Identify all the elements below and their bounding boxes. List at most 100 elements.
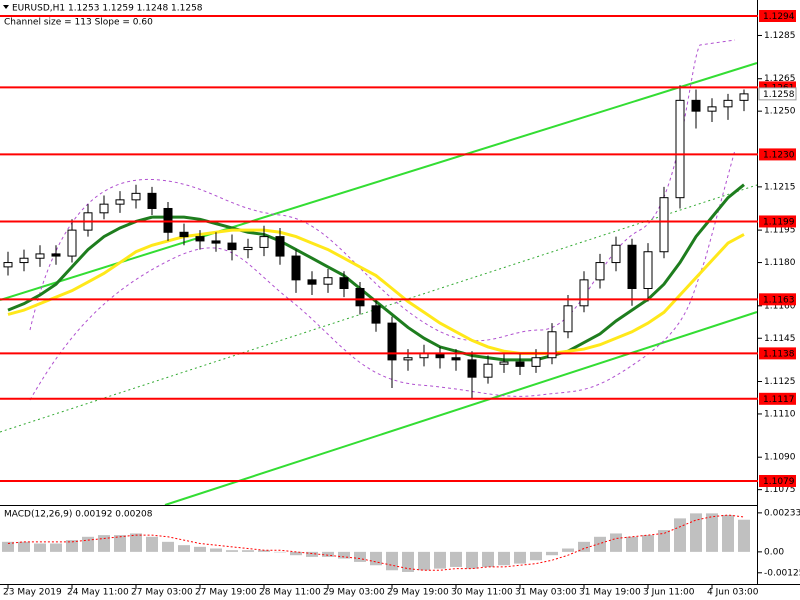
macd-bar — [658, 530, 670, 552]
plot: 1.1285 1.1265 1.1250 1.1215 1.1195 1.1180 1.11… — [0, 10, 800, 598]
candle-body — [19, 257, 29, 264]
macd-bar — [194, 546, 206, 552]
level-label: 1.1230 — [763, 150, 795, 160]
macd-bar — [466, 551, 478, 569]
candle-body — [339, 277, 349, 290]
candle-body — [499, 361, 509, 365]
candle-body — [211, 240, 221, 244]
chart-title: EURUSD,H1 1.1253 1.1259 1.1248 1.1258 — [12, 4, 203, 14]
candle-body — [579, 279, 589, 307]
x-tick-label: 27 May 19:00 — [195, 588, 257, 598]
menu-arrow — [3, 5, 9, 9]
macd-bar — [146, 536, 158, 552]
candle-body — [243, 246, 253, 251]
level-label-box — [759, 392, 796, 405]
macd-bar — [354, 551, 366, 562]
candle-body — [675, 99, 685, 199]
candle-body — [227, 242, 237, 251]
y-tick-label: 1.1090 — [764, 453, 796, 463]
x-tick-label: 31 May 03:00 — [515, 588, 577, 598]
candle-body — [627, 244, 637, 290]
candle-body — [259, 236, 269, 248]
candle-body — [291, 255, 301, 281]
channel-upper — [0, 62, 758, 301]
level-label: 1.1163 — [763, 295, 795, 305]
macd-bar — [290, 551, 302, 556]
macd-bar — [370, 551, 382, 566]
candle-body — [739, 93, 749, 101]
macd-bar — [546, 551, 558, 556]
macd-bar — [66, 540, 78, 552]
macd-bar — [578, 541, 590, 552]
candle-body — [515, 361, 525, 367]
macd-bar — [690, 513, 702, 552]
band-lower — [29, 149, 736, 401]
level-label: 1.1138 — [763, 349, 795, 359]
candle-body — [99, 203, 109, 214]
level-label-box — [759, 474, 796, 487]
macd-bar — [434, 551, 446, 569]
y-tick-label: 1.1125 — [764, 377, 796, 387]
candle-body — [323, 277, 333, 285]
level-label: 1.1199 — [763, 217, 795, 227]
y-tick-label: -0.00125 — [764, 568, 800, 578]
y-tick-label: 1.1075 — [764, 485, 796, 495]
level-label: 1.1294 — [763, 12, 795, 22]
macd-bar — [258, 550, 270, 552]
y-tick-label: 0.00 — [764, 547, 784, 557]
candle-body — [643, 251, 653, 290]
macd-bar — [674, 518, 686, 552]
channel-lower — [164, 311, 758, 506]
candle-body — [483, 363, 493, 378]
macd-bar — [242, 550, 254, 552]
level-label-box — [759, 215, 796, 228]
level-label: 1.1079 — [763, 477, 795, 487]
macd-bar — [322, 551, 334, 557]
candle-body — [131, 192, 141, 201]
candle-body — [451, 357, 461, 361]
macd-title: MACD(12,26,9) 0.00192 0.00208 — [4, 510, 153, 520]
macd-bar — [418, 551, 430, 571]
candle-body — [147, 192, 157, 209]
candle-body — [723, 99, 733, 108]
x-tick-label: 27 May 03:00 — [131, 588, 193, 598]
macd-bar — [178, 545, 190, 552]
macd-bar — [482, 551, 494, 567]
candle-body — [275, 236, 285, 257]
y-tick-label: 1.1145 — [764, 334, 796, 344]
x-tick-label: 30 May 11:00 — [451, 588, 513, 598]
candle-body — [355, 288, 365, 307]
candle-body — [707, 106, 717, 112]
x-tick-label: 31 May 19:00 — [579, 588, 641, 598]
macd-bar — [82, 536, 94, 552]
x-tick-label: 29 May 19:00 — [387, 588, 449, 598]
y-tick-label: 1.1215 — [764, 182, 796, 192]
candle-body — [115, 199, 125, 205]
macd-bar — [514, 551, 526, 564]
candle-body — [35, 253, 45, 259]
macd-bar — [386, 551, 398, 571]
candle-body — [659, 197, 669, 253]
y-tick-label: 1.1160 — [764, 301, 796, 311]
band-upper — [29, 39, 736, 342]
macd-bar — [50, 543, 62, 552]
macd-bar — [162, 541, 174, 552]
y-tick-label: 1.1110 — [764, 409, 796, 419]
x-tick-label: 3 Jun 11:00 — [643, 588, 695, 598]
signal-line — [7, 514, 745, 571]
x-tick-label: 4 Jun 03:00 — [707, 588, 759, 598]
moving-average — [7, 228, 745, 355]
x-tick-label: 23 May 2019 — [3, 588, 62, 598]
candle-body — [595, 262, 605, 281]
candle-body — [691, 99, 701, 112]
y-tick-label: 1.1285 — [764, 31, 796, 41]
macd-bar — [34, 543, 46, 552]
last-price-box — [758, 87, 797, 101]
level-label-box — [759, 148, 796, 161]
macd-bar — [610, 533, 622, 552]
y-tick-label: 1.1195 — [764, 226, 796, 236]
candle-body — [195, 236, 205, 242]
macd-bar — [130, 533, 142, 552]
channel — [0, 39, 758, 506]
candle-body — [547, 331, 557, 359]
